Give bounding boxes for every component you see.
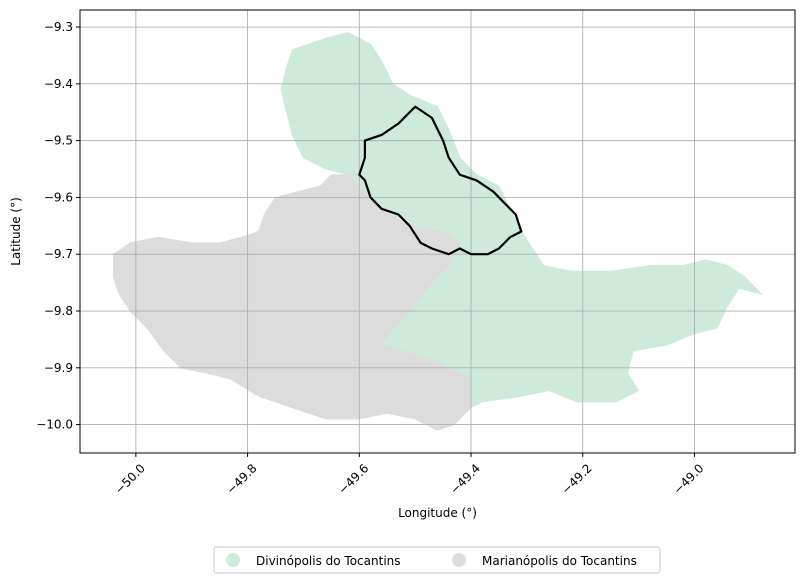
legend-marker-marianopolis (452, 553, 466, 567)
x-tick-label: −49.2 (559, 461, 595, 497)
y-tick-label: −9.3 (44, 20, 73, 34)
legend-label-marianopolis: Marianópolis do Tocantins (482, 554, 637, 568)
y-tick-label: −9.6 (44, 190, 73, 204)
y-axis-label: Latitude (°) (9, 197, 23, 266)
x-tick-label: −49.8 (224, 461, 260, 497)
region-polygons (113, 32, 764, 431)
region-marianopolis (113, 174, 472, 431)
grid-lines (80, 10, 795, 453)
y-axis-ticks: −9.3 −9.4 −9.5 −9.6 −9.7 −9.8 −9.9 −10.0 (36, 20, 80, 432)
plot-frame (79, 9, 796, 454)
legend-box (213, 546, 661, 574)
y-tick-label: −9.7 (44, 247, 73, 261)
x-tick-label: −50.0 (112, 461, 148, 497)
y-tick-label: −9.4 (44, 77, 73, 91)
x-tick-label: −49.6 (335, 461, 371, 497)
legend-label-divinopolis: Divinópolis do Tocantins (256, 554, 401, 568)
highlight-boundary (358, 105, 523, 256)
y-tick-label: −10.0 (36, 418, 73, 432)
x-tick-label: −49.4 (447, 461, 483, 497)
legend-marker-divinopolis (226, 553, 240, 567)
y-tick-label: −9.5 (44, 134, 73, 148)
x-axis-label: Longitude (°) (398, 506, 477, 520)
x-tick-label: −49.0 (671, 461, 707, 497)
y-tick-label: −9.9 (44, 361, 73, 375)
highlight-boundary-layer (358, 105, 523, 256)
y-tick-label: −9.8 (44, 304, 73, 318)
legend: Divinópolis do Tocantins Marianópolis do… (213, 546, 661, 574)
x-axis-ticks: −50.0 −49.8 −49.6 −49.4 −49.2 −49.0 (112, 453, 707, 497)
